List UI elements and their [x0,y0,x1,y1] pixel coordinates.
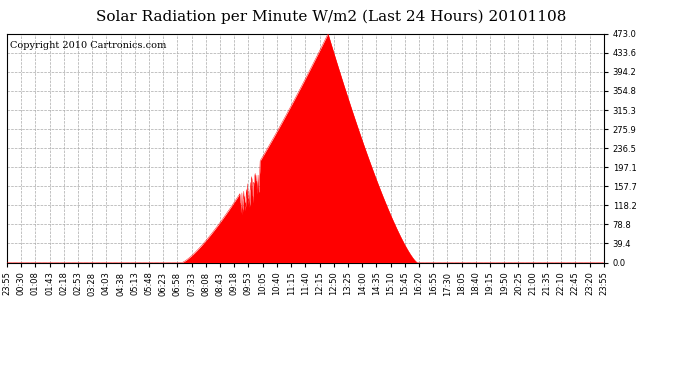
Text: Solar Radiation per Minute W/m2 (Last 24 Hours) 20101108: Solar Radiation per Minute W/m2 (Last 24… [96,9,566,24]
Text: Copyright 2010 Cartronics.com: Copyright 2010 Cartronics.com [10,40,166,50]
